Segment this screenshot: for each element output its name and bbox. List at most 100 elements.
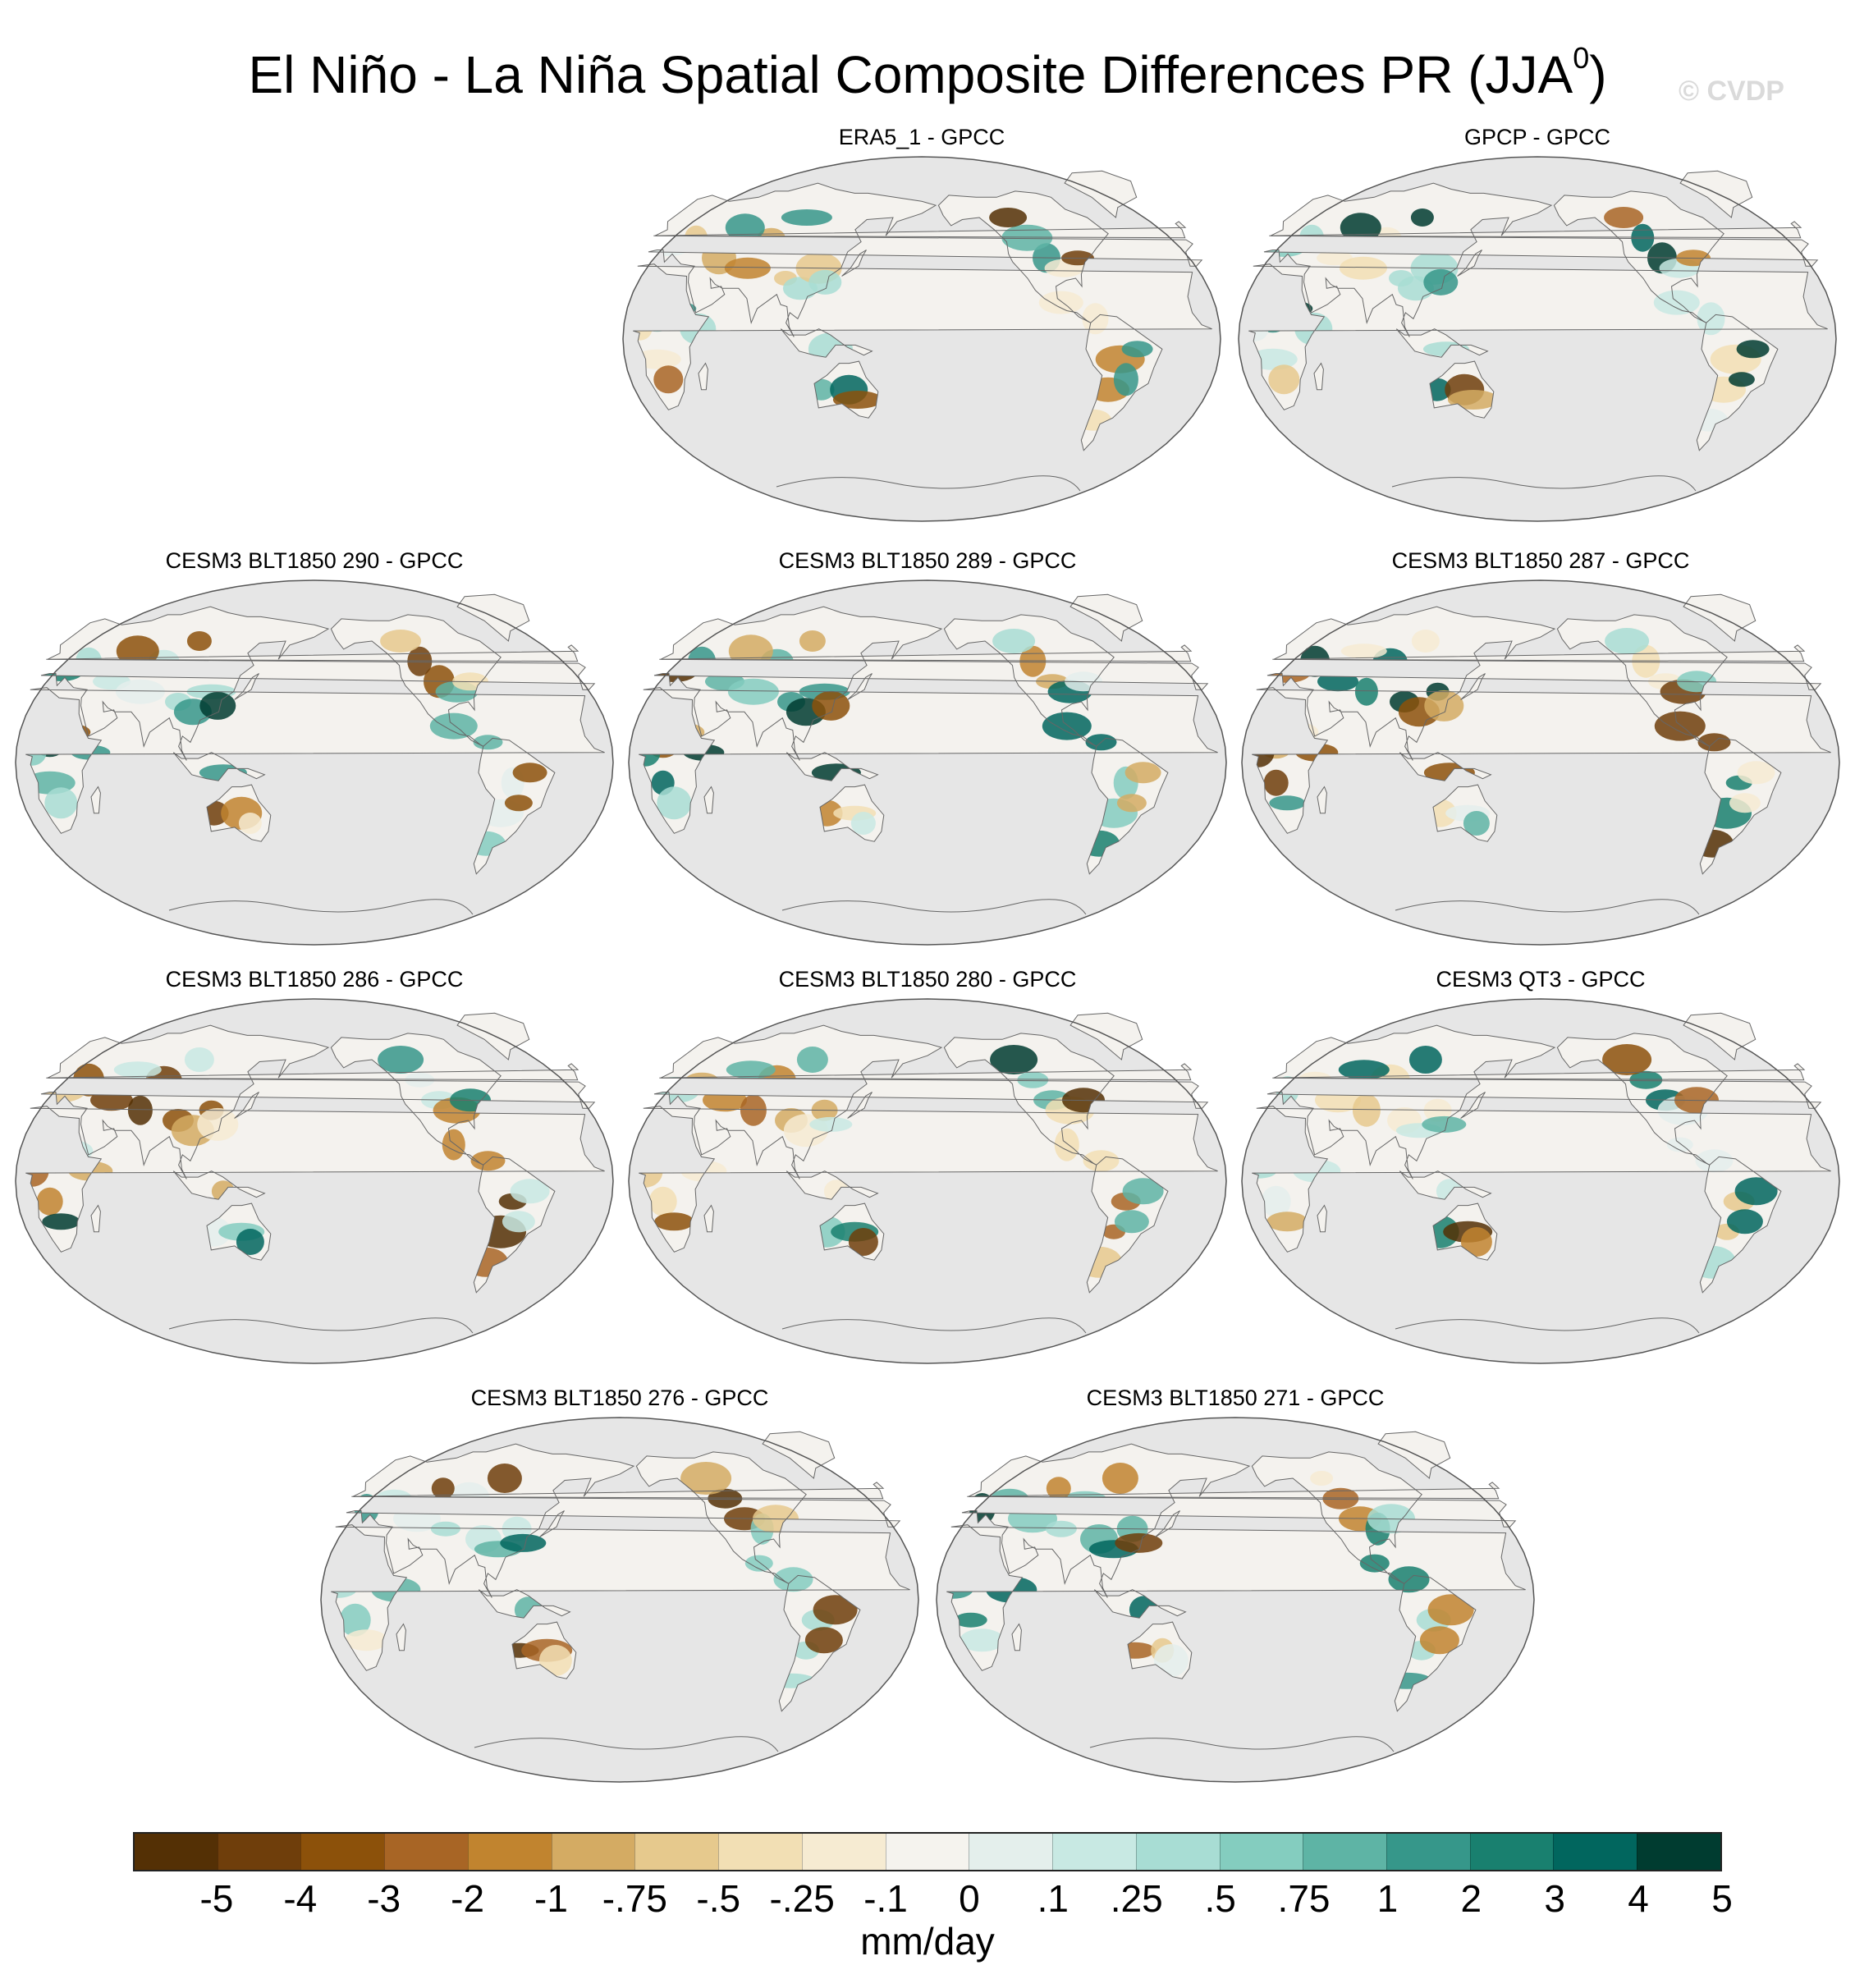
world-map: [628, 579, 1227, 946]
precip-anomaly-patch: [992, 629, 1036, 653]
precip-anomaly-patch: [238, 813, 262, 834]
colorbar-swatch: [217, 1834, 301, 1870]
colorbar-swatch: [551, 1834, 635, 1870]
coastline-madagascar: [396, 1623, 406, 1651]
coastline-japan: [1155, 1510, 1180, 1537]
colorbar-tick-label: 2: [1460, 1877, 1482, 1920]
colorbar-tick-label: .25: [1110, 1877, 1163, 1920]
coastline-indonesia: [1399, 752, 1492, 781]
coastline-greenland: [1069, 593, 1143, 642]
precip-anomaly-patch: [430, 1521, 460, 1537]
precip-anomaly-patch: [186, 631, 212, 651]
coastline-antarctica: [781, 899, 1087, 915]
colorbar-swatch: [718, 1834, 802, 1870]
coastline-australia: [819, 784, 885, 842]
coastline-indonesia: [172, 1170, 266, 1200]
precip-anomaly-patch: [442, 1129, 465, 1161]
map-border: [15, 998, 614, 1364]
colorbar-swatch: [1553, 1834, 1637, 1870]
panel-title: CESM3 BLT1850 276 - GPCC: [470, 1386, 769, 1410]
coastline-africa: [639, 687, 1218, 834]
precip-anomaly-patch: [407, 646, 433, 676]
coastline-eurasia: [961, 1443, 1517, 1598]
coastline-namerica: [1553, 190, 1724, 323]
colorbar-tick-label: 4: [1628, 1877, 1649, 1920]
precip-anomaly-patch: [1038, 291, 1083, 314]
colorbar-tick-label: .5: [1204, 1877, 1236, 1920]
coastline-namerica: [943, 614, 1115, 747]
precip-anomaly-patch: [809, 1116, 853, 1132]
coastline-eurasia: [1266, 1024, 1822, 1180]
watermark: © CVDP: [1679, 76, 1784, 107]
precip-anomaly-patch: [113, 1061, 162, 1079]
precip-anomaly-patch: [1631, 223, 1655, 252]
colorbar-swatch: [1469, 1834, 1554, 1870]
precip-anomaly-patch: [429, 712, 478, 740]
precip-anomaly-patch: [1001, 224, 1053, 251]
map-panel-qt3: CESM3 QT3 - GPCC: [1239, 965, 1842, 1364]
precip-anomaly-patch: [538, 1645, 572, 1676]
coastline-eurasia: [1266, 606, 1822, 761]
coastline-greenland: [1683, 593, 1757, 642]
precip-anomaly-patch: [832, 391, 882, 409]
coastline-madagascar: [1317, 1204, 1327, 1233]
map-border: [628, 998, 1227, 1364]
coastline-uk: [653, 221, 1187, 239]
precip-anomaly-patch: [1422, 1115, 1467, 1133]
coastline-greenland: [1069, 1012, 1143, 1060]
precip-anomaly-patch: [1266, 1212, 1308, 1232]
precip-anomaly-patch: [1339, 256, 1387, 280]
map-border: [1241, 579, 1840, 946]
coastline-africa: [633, 263, 1212, 410]
colorbar-swatch: [1386, 1834, 1470, 1870]
coastline-uk: [1272, 644, 1806, 662]
coastline-namerica: [330, 1033, 502, 1166]
colorbar-tick-labels: -5 -4 -3 -2 -1 -.75 -.5 -.25 -.1 0 .1 .25 .5 .75 1 2 3 4 5: [0, 1876, 1855, 1925]
map-border: [622, 156, 1221, 522]
coastline-uk: [1269, 221, 1802, 239]
coastline-greenland: [1064, 170, 1138, 218]
precip-anomaly-patch: [1261, 1185, 1291, 1217]
colorbar-tick-label: -5: [199, 1877, 234, 1920]
coastline-samerica: [1080, 314, 1163, 451]
coastline-antarctica: [168, 1317, 474, 1334]
world-map: [15, 579, 614, 946]
map-panel-blt1850-280: CESM3 BLT1850 280 - GPCC: [626, 965, 1229, 1364]
colorbar-tick-label: -.25: [769, 1877, 835, 1920]
colorbar-swatch: [135, 1834, 218, 1870]
precip-anomaly-patch: [848, 1228, 878, 1256]
coastline-eurasia: [40, 1024, 596, 1180]
precip-anomaly-patch: [813, 1595, 858, 1625]
coastline-namerica: [937, 190, 1109, 323]
precip-anomaly-patch: [1045, 1520, 1077, 1537]
precip-anomaly-patch: [1340, 213, 1381, 243]
coastline-japan: [841, 250, 867, 277]
coastline-japan: [847, 1092, 873, 1119]
precip-anomaly-patch: [127, 1095, 153, 1125]
coastline-madagascar: [1317, 786, 1327, 814]
figure-title-text: El Niño - La Niña Spatial Composite Diff…: [248, 45, 1573, 104]
coastline-uk: [659, 644, 1193, 662]
panel-title: CESM3 BLT1850 287 - GPCC: [1391, 548, 1690, 573]
coastline-madagascar: [1313, 362, 1324, 391]
colorbar-swatch: [384, 1834, 468, 1870]
precip-anomaly-patch: [1736, 340, 1770, 359]
coastline-namerica: [943, 1033, 1115, 1166]
precip-anomaly-patch: [42, 1213, 80, 1230]
colorbar-swatch: [467, 1834, 552, 1870]
colorbar-tick-label: -2: [451, 1877, 485, 1920]
precip-anomaly-patch: [653, 365, 684, 394]
world-map: [622, 156, 1221, 522]
colorbar-tick-label: 1: [1376, 1877, 1399, 1920]
coastline-samerica: [1086, 1156, 1169, 1294]
coastline-uk: [967, 1482, 1500, 1500]
colorbar-tick-label: .1: [1037, 1877, 1069, 1920]
coastline-namerica: [1556, 614, 1728, 747]
panel-title: CESM3 QT3 - GPCC: [1436, 967, 1646, 992]
coastline-africa: [946, 1524, 1526, 1671]
colorbar-tick-label: .75: [1277, 1877, 1331, 1920]
precip-anomaly-patch: [44, 787, 78, 819]
coastline-madagascar: [703, 1204, 714, 1233]
precip-anomaly-patch: [1352, 1093, 1381, 1127]
coastline-indonesia: [1093, 1589, 1187, 1619]
